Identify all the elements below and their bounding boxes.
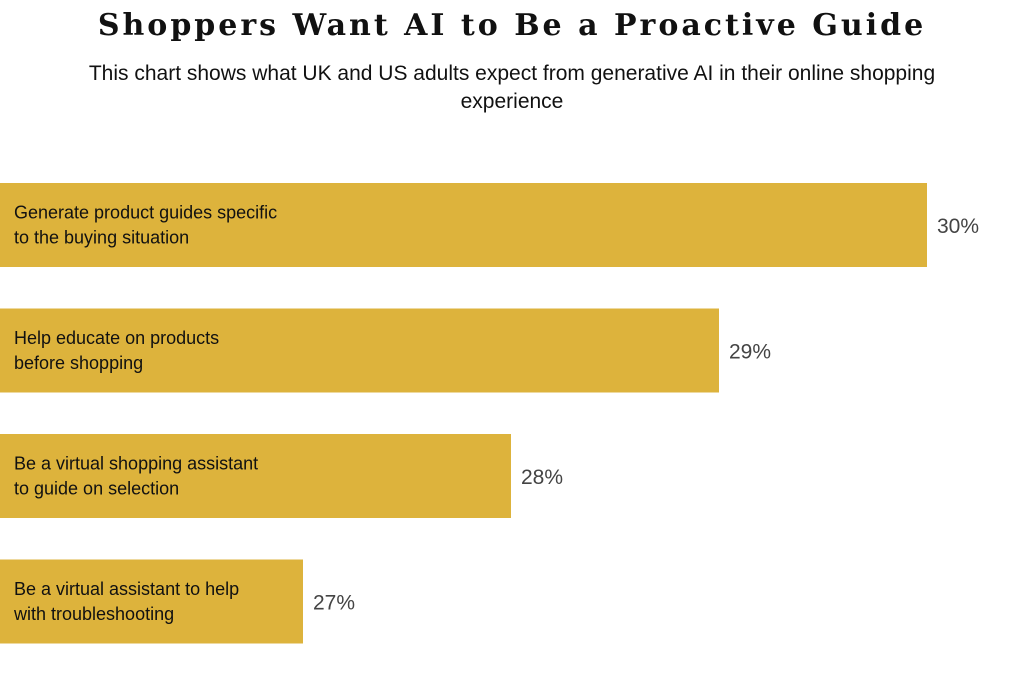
category-label: to guide on selection [14, 479, 179, 499]
chart-title: Shoppers Want AI to Be a Proactive Guide [97, 8, 927, 43]
bar [0, 559, 303, 644]
value-label: 28% [521, 466, 563, 489]
value-label: 27% [313, 592, 355, 615]
category-label: Be a virtual assistant to help [14, 579, 239, 599]
chart-subtitle: This chart shows what UK and US adults e… [88, 62, 936, 113]
category-label: with troubleshooting [13, 604, 174, 624]
category-label: Generate product guides specific [14, 203, 277, 223]
value-label: 30% [937, 215, 979, 238]
bar-group: Help educate on products before shopping 2… [0, 308, 771, 393]
bar [0, 434, 511, 518]
value-label: 29% [729, 341, 771, 364]
category-label: Help educate on products [14, 328, 219, 348]
bar [0, 308, 719, 393]
bar [0, 183, 927, 267]
category-label: to the buying situation [14, 228, 189, 248]
category-label: before shopping [14, 353, 143, 373]
bar-group: Be a virtual assistant to help with troub… [0, 559, 355, 644]
category-label: Be a virtual shopping assistant [14, 454, 258, 474]
bar-group: Generate product guides specific to the b… [0, 183, 979, 267]
bar-group: Be a virtual shopping assistant to guide … [0, 434, 563, 518]
